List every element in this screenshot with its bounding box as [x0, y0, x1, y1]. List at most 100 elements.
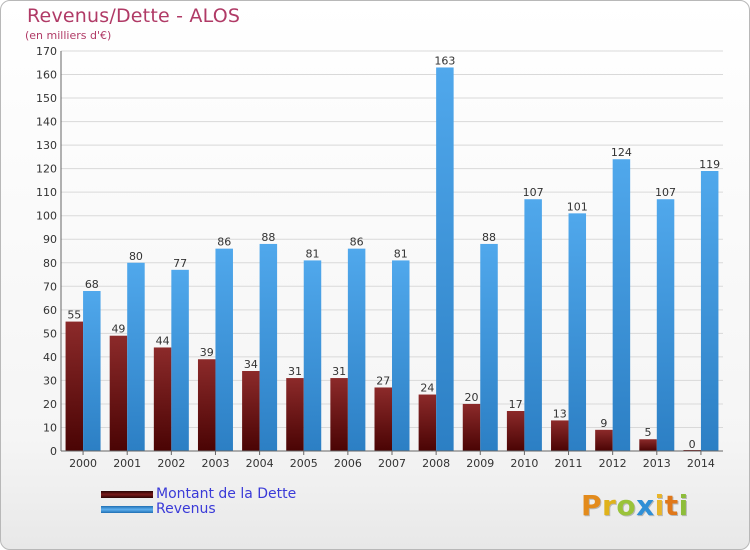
legend-swatch-revenus [101, 506, 153, 513]
bar-dette [374, 387, 392, 451]
x-tick-label: 2004 [246, 457, 274, 470]
y-tick-label: 60 [43, 304, 57, 317]
x-tick-label: 2002 [157, 457, 185, 470]
bar-dette [551, 420, 569, 451]
y-tick-label: 30 [43, 374, 57, 387]
data-label-dette: 27 [376, 374, 390, 387]
bar-revenus [171, 269, 189, 451]
y-tick-label: 20 [43, 398, 57, 411]
bar-dette [286, 378, 304, 451]
bar-revenus [303, 260, 322, 451]
y-tick-label: 100 [36, 210, 57, 223]
bar-dette [639, 439, 657, 451]
data-label-revenus: 86 [350, 236, 364, 249]
bar-revenus [700, 171, 719, 451]
bar-revenus [127, 262, 145, 451]
x-tick-label: 2000 [69, 457, 97, 470]
bar-revenus [656, 199, 675, 451]
x-tick-label: 2001 [113, 457, 141, 470]
logo-letter: t [664, 489, 679, 522]
data-label-dette: 31 [332, 365, 346, 378]
data-label-dette: 34 [244, 358, 258, 371]
logo-letter: x [636, 489, 655, 522]
y-tick-label: 40 [43, 351, 57, 364]
x-tick-label: 2003 [201, 457, 229, 470]
data-label-dette: 9 [600, 417, 607, 430]
bar-dette [197, 359, 216, 451]
data-label-revenus: 107 [655, 186, 676, 199]
bar-revenus [480, 243, 498, 451]
data-label-dette: 13 [553, 407, 567, 420]
logo-letter: o [616, 489, 637, 522]
bar-revenus [436, 67, 454, 452]
data-label-dette: 39 [200, 346, 214, 359]
bar-dette [109, 335, 128, 451]
logo-letter: i [678, 489, 689, 522]
data-label-dette: 17 [509, 398, 523, 411]
y-tick-label: 110 [36, 186, 57, 199]
y-tick-label: 130 [36, 139, 57, 152]
data-label-revenus: 80 [129, 250, 143, 263]
data-label-revenus: 81 [305, 247, 319, 260]
y-tick-label: 120 [36, 163, 57, 176]
bar-dette [462, 403, 481, 451]
bar-dette [65, 321, 84, 451]
bar-dette [153, 347, 172, 451]
x-tick-label: 2012 [599, 457, 627, 470]
bar-dette [242, 371, 260, 451]
data-label-dette: 5 [645, 426, 652, 439]
bar-revenus [215, 248, 233, 451]
x-tick-label: 2006 [334, 457, 362, 470]
data-label-revenus: 119 [699, 158, 720, 171]
y-tick-label: 140 [36, 116, 57, 129]
logo-letter: i [654, 489, 665, 522]
data-label-dette: 31 [288, 365, 302, 378]
data-label-revenus: 124 [611, 146, 632, 159]
y-tick-label: 150 [36, 92, 57, 105]
chart-subtitle: (en milliers d'€) [25, 29, 112, 42]
data-label-dette: 49 [111, 323, 125, 336]
data-label-dette: 0 [689, 438, 696, 451]
y-tick-label: 10 [43, 421, 57, 434]
data-label-dette: 24 [420, 382, 434, 395]
bar-revenus [392, 260, 410, 451]
x-tick-label: 2009 [466, 457, 494, 470]
bar-dette [330, 378, 348, 451]
data-label-revenus: 68 [85, 278, 99, 291]
y-tick-label: 90 [43, 233, 57, 246]
y-tick-label: 50 [43, 327, 57, 340]
y-tick-label: 160 [36, 69, 57, 82]
y-tick-label: 70 [43, 280, 57, 293]
x-tick-label: 2011 [555, 457, 583, 470]
bar-revenus [568, 213, 587, 451]
data-label-revenus: 163 [434, 54, 455, 67]
data-label-revenus: 101 [567, 200, 588, 213]
chart-title: Revenus/Dette - ALOS [27, 5, 241, 27]
bar-revenus [83, 291, 101, 451]
x-tick-label: 2007 [378, 457, 406, 470]
y-tick-label: 170 [36, 45, 57, 58]
legend-label-dette: Montant de la Dette [156, 486, 297, 502]
data-label-revenus: 77 [173, 257, 187, 270]
bar-dette [595, 429, 613, 451]
x-tick-label: 2014 [687, 457, 715, 470]
x-tick-label: 2008 [422, 457, 450, 470]
data-label-dette: 55 [67, 309, 81, 322]
x-tick-label: 2010 [510, 457, 538, 470]
x-tick-label: 2013 [643, 457, 671, 470]
data-label-revenus: 88 [482, 231, 496, 244]
bar-revenus [259, 243, 278, 451]
data-label-dette: 44 [156, 334, 170, 347]
data-label-revenus: 107 [523, 186, 544, 199]
proxiti-logo: Proxiti [581, 489, 689, 522]
bar-revenus [612, 159, 631, 451]
x-tick-label: 2005 [290, 457, 318, 470]
legend-label-revenus: Revenus [156, 501, 216, 517]
data-label-revenus: 81 [394, 247, 408, 260]
y-tick-label: 0 [50, 445, 57, 458]
data-label-dette: 20 [465, 391, 479, 404]
bar-revenus [347, 248, 366, 451]
bar-dette [418, 394, 437, 451]
